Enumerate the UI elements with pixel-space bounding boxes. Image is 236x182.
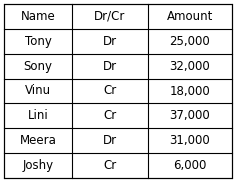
Text: Lini: Lini (28, 109, 49, 122)
Text: 32,000: 32,000 (169, 60, 210, 73)
Text: Meera: Meera (20, 134, 57, 147)
Text: Name: Name (21, 10, 55, 23)
Text: Vinu: Vinu (25, 84, 51, 98)
Text: 37,000: 37,000 (169, 109, 210, 122)
Text: Amount: Amount (167, 10, 213, 23)
Text: 18,000: 18,000 (169, 84, 210, 98)
Text: Cr: Cr (103, 109, 117, 122)
Text: Cr: Cr (103, 159, 117, 172)
Text: Sony: Sony (24, 60, 53, 73)
Text: 25,000: 25,000 (169, 35, 210, 48)
Text: Cr: Cr (103, 84, 117, 98)
Text: Tony: Tony (25, 35, 52, 48)
Text: Dr: Dr (103, 60, 117, 73)
Text: Joshy: Joshy (23, 159, 54, 172)
Text: Dr/Cr: Dr/Cr (94, 10, 126, 23)
Text: 31,000: 31,000 (169, 134, 210, 147)
Text: 6,000: 6,000 (173, 159, 206, 172)
Text: Dr: Dr (103, 35, 117, 48)
Text: Dr: Dr (103, 134, 117, 147)
